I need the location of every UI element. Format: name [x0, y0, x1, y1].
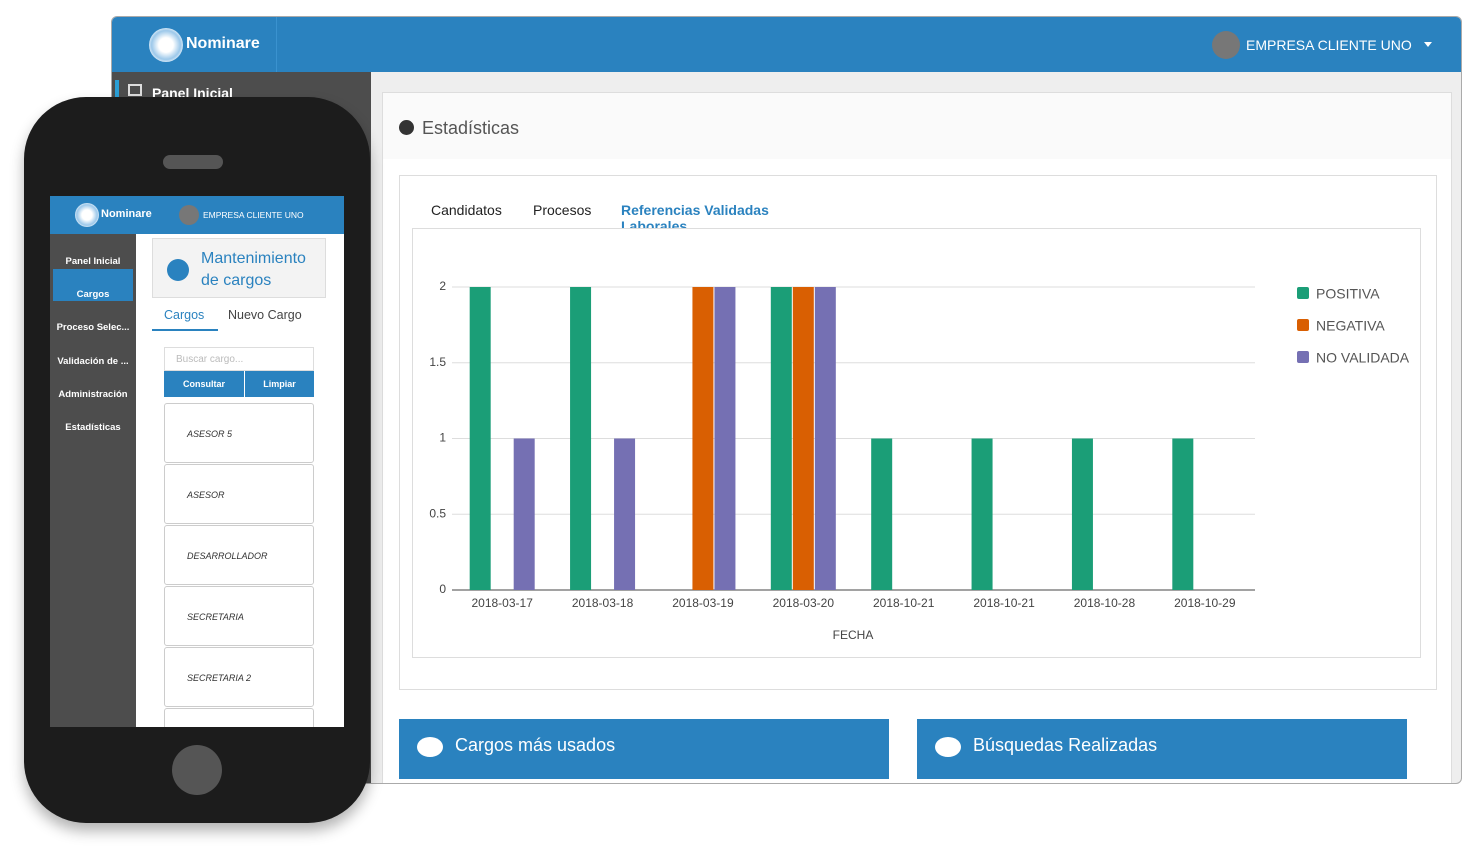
- logo: [149, 28, 183, 62]
- x-tick-label: 2018-03-18: [572, 596, 634, 610]
- sidebar-item-active[interactable]: Cargos: [53, 269, 133, 301]
- tab[interactable]: Candidatos: [431, 202, 502, 218]
- panel-busquedas: Búsquedas Realizadas: [917, 719, 1407, 779]
- section-title: Estadísticas: [422, 118, 520, 138]
- sidebar: Panel Inicial Cargos Proceso Selec... Va…: [50, 234, 136, 727]
- label: Cargos: [76, 289, 110, 300]
- bar: [714, 287, 736, 590]
- bar: [1172, 438, 1194, 590]
- icon: [399, 120, 414, 135]
- sidebar-item[interactable]: Validación de ...: [53, 336, 133, 368]
- label: Estadísticas: [65, 422, 121, 433]
- search-input[interactable]: Buscar cargo...: [164, 347, 314, 371]
- phone: Nominare EMPRESA CLIENTE UNO Panel Inici…: [24, 97, 370, 823]
- bar: [570, 287, 592, 590]
- sidebar-item[interactable]: Estadísticas: [53, 402, 133, 434]
- legend-swatch: [1297, 351, 1309, 363]
- phone-screen: Nominare EMPRESA CLIENTE UNO Panel Inici…: [50, 196, 344, 727]
- button[interactable]: Limpiar: [245, 371, 314, 397]
- list-item[interactable]: ASESOR: [164, 464, 314, 524]
- label: Panel Inicial: [65, 256, 121, 267]
- panel-title: Búsquedas Realizadas: [973, 735, 1158, 755]
- tab[interactable]: Procesos: [533, 202, 592, 218]
- x-tick-label: 2018-03-17: [471, 596, 533, 610]
- bar: [513, 438, 535, 590]
- icon: [128, 84, 142, 96]
- chart-frame: [412, 228, 1421, 658]
- x-tick-label: 2018-10-28: [1074, 596, 1136, 610]
- x-tick-label: 2018-10-21: [973, 596, 1035, 610]
- list-item[interactable]: DESARROLLADOR: [164, 525, 314, 585]
- list-item[interactable]: [164, 708, 314, 727]
- page-title: Mantenimiento de cargos: [201, 250, 306, 289]
- tab-active[interactable]: Cargos: [164, 308, 205, 322]
- y-tick-label: 0.5: [429, 506, 446, 520]
- x-tick-label: 2018-03-20: [773, 596, 835, 610]
- bar: [469, 287, 491, 590]
- list-item[interactable]: SECRETARIA 2: [164, 647, 314, 707]
- y-tick-label: 2: [439, 279, 446, 293]
- company-menu[interactable]: EMPRESA CLIENTE UNO: [203, 210, 304, 220]
- tab[interactable]: Nuevo Cargo: [228, 308, 302, 322]
- bar: [971, 438, 993, 590]
- sidebar-item[interactable]: Proceso Selec...: [53, 302, 133, 334]
- x-axis-label: FECHA: [833, 628, 874, 642]
- divider: [276, 17, 277, 72]
- bar: [614, 438, 636, 590]
- panel-cargos: Cargos más usados: [399, 719, 889, 779]
- sidebar-item[interactable]: Administración: [53, 369, 133, 401]
- active-marker: [115, 80, 119, 100]
- company-menu[interactable]: EMPRESA CLIENTE UNO: [1246, 37, 1412, 53]
- label: Proceso Selec...: [56, 322, 130, 333]
- panel-title: Cargos más usados: [455, 735, 616, 755]
- avatar: [179, 205, 199, 225]
- y-tick-label: 1.5: [429, 355, 446, 369]
- panel-header: Estadísticas: [383, 93, 1451, 159]
- x-tick-label: 2018-10-29: [1174, 596, 1236, 610]
- chart: FECHA 0 0.5 1 1.5 2 2018-03-17 2018-03-18 2018-…: [412, 228, 1421, 658]
- tab-underline: [152, 329, 218, 331]
- home-button[interactable]: [172, 745, 222, 795]
- bar: [871, 438, 893, 590]
- page-header: Mantenimiento de cargos: [152, 238, 326, 298]
- chat-icon: [417, 737, 443, 757]
- y-tick-label: 0: [439, 582, 446, 596]
- label: Administración: [58, 389, 128, 400]
- avatar: [1212, 31, 1240, 59]
- bar: [792, 287, 814, 590]
- logo: [75, 203, 99, 227]
- top-bar: Nominare EMPRESA CLIENTE UNO: [50, 196, 344, 234]
- sidebar-item[interactable]: Panel Inicial: [53, 234, 133, 268]
- bar: [1071, 438, 1093, 590]
- tab-active[interactable]: Referencias Validadas Laborales: [605, 192, 838, 234]
- bar: [692, 287, 714, 590]
- legend-label: POSITIVA: [1316, 286, 1380, 302]
- x-tick-label: 2018-10-21: [873, 596, 935, 610]
- x-tick-label: 2018-03-19: [672, 596, 734, 610]
- y-tick-label: 1: [439, 431, 446, 445]
- label: Validación de ...: [57, 356, 129, 367]
- legend-swatch: [1297, 319, 1309, 331]
- speaker: [163, 155, 223, 169]
- bar: [770, 287, 792, 590]
- button[interactable]: Consultar: [164, 371, 244, 397]
- top-bar: Nominare EMPRESA CLIENTE UNO: [112, 17, 1461, 72]
- bar: [814, 287, 836, 590]
- brand: Nominare: [101, 208, 152, 220]
- list-item[interactable]: ASESOR 5: [164, 403, 314, 463]
- legend-swatch: [1297, 287, 1309, 299]
- brand: Nominare: [186, 35, 260, 52]
- legend-label: NO VALIDADA: [1316, 350, 1410, 366]
- list-item[interactable]: SECRETARIA: [164, 586, 314, 646]
- chat-icon: [935, 737, 961, 757]
- caret: [1424, 42, 1432, 47]
- legend-label: NEGATIVA: [1316, 318, 1385, 334]
- icon: [167, 259, 189, 281]
